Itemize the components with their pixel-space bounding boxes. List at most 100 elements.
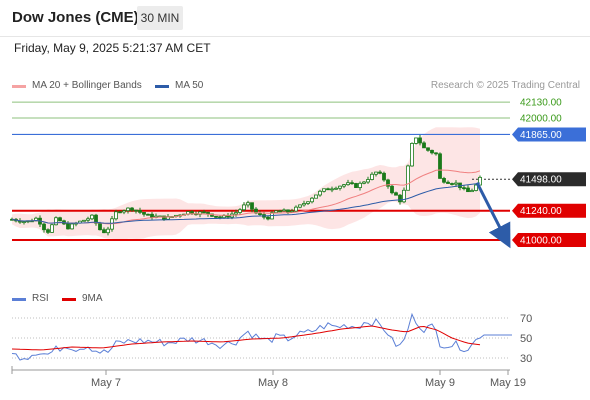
level-label: 41000.00 <box>520 236 562 247</box>
candle <box>146 213 150 216</box>
candle-body <box>106 228 110 234</box>
candle-body <box>378 171 382 174</box>
ma50-line <box>11 182 481 224</box>
rsi-level-label: 30 <box>520 353 532 365</box>
candle <box>326 187 330 191</box>
candle <box>118 210 122 214</box>
candle-body <box>402 189 406 203</box>
candle-body <box>406 165 410 191</box>
candle <box>362 180 366 185</box>
rsi-ma-swatch <box>62 298 76 301</box>
candle-body <box>382 172 386 181</box>
candle <box>306 201 310 205</box>
candle <box>406 164 410 191</box>
x-tick-label: May 19 <box>490 377 526 389</box>
candle-body <box>122 210 126 213</box>
level-badge: 42130.00 <box>520 98 562 109</box>
candle <box>202 209 206 214</box>
candle-body <box>130 207 134 211</box>
candle <box>450 182 454 186</box>
candle <box>390 184 394 195</box>
candle <box>426 147 430 152</box>
candle <box>466 185 470 193</box>
candle-body <box>410 143 414 167</box>
candle-body <box>394 192 398 196</box>
candle-body <box>358 182 362 188</box>
candle-body <box>318 190 322 196</box>
candle-body <box>282 209 286 212</box>
candle-body <box>66 223 70 230</box>
rsi-label: RSI <box>32 293 49 304</box>
candle-body <box>58 217 62 222</box>
candle-body <box>234 212 238 215</box>
candle <box>410 142 414 167</box>
candle-body <box>474 184 478 191</box>
candle-body <box>426 147 430 151</box>
candle <box>298 204 302 209</box>
candle-body <box>82 219 86 222</box>
candle <box>102 227 106 234</box>
candle-body <box>22 221 26 223</box>
candle-body <box>146 213 150 216</box>
candle <box>266 216 270 221</box>
x-tick-label: May 8 <box>258 377 288 389</box>
candle <box>322 188 326 193</box>
ma20-swatch <box>12 85 26 88</box>
candle-body <box>150 213 154 218</box>
candle-body <box>306 201 310 204</box>
candle-body <box>326 188 330 191</box>
candle-body <box>322 188 326 192</box>
level-label: 42130.00 <box>520 98 562 109</box>
candle <box>354 182 358 189</box>
timeframe-button[interactable]: 30 MIN <box>137 6 183 30</box>
candle <box>478 175 482 186</box>
badge-background <box>512 127 586 142</box>
instrument-title: Dow Jones (CME) <box>12 9 139 26</box>
candle <box>234 209 238 217</box>
candle <box>414 137 418 145</box>
candle <box>122 209 126 215</box>
candle-body <box>334 187 338 190</box>
badge-background <box>512 203 586 218</box>
candle-body <box>374 171 378 175</box>
candle-body <box>390 185 394 194</box>
candle <box>66 221 70 230</box>
candle <box>462 185 466 191</box>
candle-body <box>54 217 58 226</box>
level-label: 41240.00 <box>520 206 562 217</box>
candle <box>418 134 422 146</box>
candle <box>70 222 74 230</box>
candle <box>438 152 442 179</box>
candle <box>310 196 314 204</box>
candle <box>330 186 334 193</box>
candle-body <box>286 209 290 213</box>
candle <box>402 187 406 204</box>
candle <box>138 207 142 215</box>
candle <box>250 202 254 213</box>
candle <box>142 211 146 217</box>
candle <box>302 200 306 207</box>
candle <box>126 207 130 214</box>
candle-body <box>350 182 354 185</box>
candle <box>314 194 318 199</box>
forecast-arrow <box>475 181 511 249</box>
candle <box>374 171 378 177</box>
candle <box>54 216 58 226</box>
candle-body <box>90 214 94 220</box>
candle-body <box>162 215 166 220</box>
candle-body <box>366 179 370 183</box>
candle <box>382 171 386 182</box>
candle <box>86 216 90 223</box>
candle-body <box>314 194 318 199</box>
chart-header: Dow Jones (CME) 30 MIN <box>0 0 590 37</box>
level-badge: 42000.00 <box>520 113 562 124</box>
candle-body <box>226 215 230 218</box>
candle <box>338 185 342 191</box>
candle <box>398 194 402 205</box>
candle <box>318 189 322 197</box>
candle <box>434 152 438 156</box>
candle <box>242 202 246 212</box>
badge-background <box>512 172 586 187</box>
candle-body <box>362 181 366 184</box>
